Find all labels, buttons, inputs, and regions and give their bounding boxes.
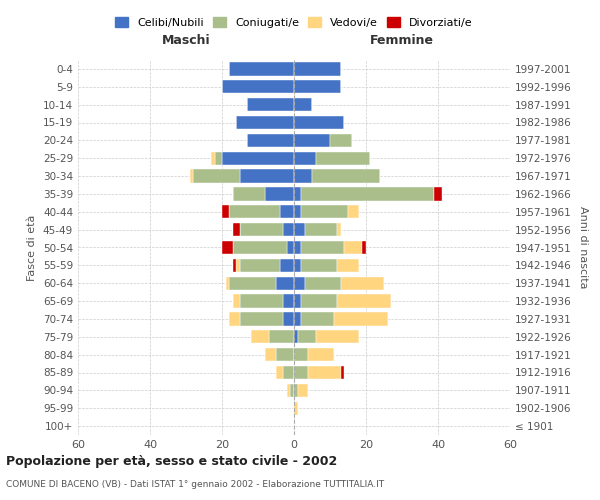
Bar (240, 170, 294, 183)
Bar (233, 258, 236, 272)
Bar (280, 258, 294, 272)
Bar (362, 241, 366, 254)
Bar (211, 152, 215, 165)
Bar (290, 384, 294, 397)
Bar (294, 152, 316, 165)
Bar (334, 312, 388, 326)
Bar (294, 62, 341, 76)
Bar (294, 276, 305, 290)
Bar (294, 116, 344, 129)
Bar (236, 258, 240, 272)
Bar (240, 312, 283, 326)
Bar (294, 402, 298, 415)
Bar (294, 366, 308, 379)
Bar (240, 258, 280, 272)
Bar (298, 330, 316, 344)
Text: Popolazione per età, sesso e stato civile - 2002: Popolazione per età, sesso e stato civil… (6, 455, 337, 468)
Bar (301, 241, 344, 254)
Bar (301, 294, 337, 308)
Bar (269, 330, 294, 344)
Bar (193, 170, 240, 183)
Bar (301, 312, 334, 326)
Bar (222, 241, 233, 254)
Bar (287, 241, 294, 254)
Text: Maschi: Maschi (161, 34, 211, 48)
Bar (280, 205, 294, 218)
Bar (337, 294, 391, 308)
Y-axis label: Anni di nascita: Anni di nascita (578, 206, 588, 289)
Bar (276, 276, 294, 290)
Bar (233, 294, 240, 308)
Bar (305, 276, 341, 290)
Bar (294, 384, 298, 397)
Bar (308, 348, 334, 362)
Bar (294, 294, 301, 308)
Bar (341, 276, 384, 290)
Bar (229, 312, 240, 326)
Bar (240, 223, 283, 236)
Bar (247, 134, 294, 147)
Bar (283, 294, 294, 308)
Bar (316, 330, 359, 344)
Bar (265, 187, 294, 200)
Bar (308, 366, 341, 379)
Text: Femmine: Femmine (370, 34, 434, 48)
Bar (330, 134, 352, 147)
Bar (294, 187, 301, 200)
Bar (215, 152, 222, 165)
Bar (226, 276, 229, 290)
Bar (294, 170, 312, 183)
Bar (294, 223, 305, 236)
Bar (283, 223, 294, 236)
Bar (233, 187, 265, 200)
Y-axis label: Fasce di età: Fasce di età (28, 214, 37, 280)
Bar (229, 62, 294, 76)
Bar (229, 276, 276, 290)
Bar (222, 80, 294, 94)
Bar (294, 205, 301, 218)
Text: COMUNE DI BACENO (VB) - Dati ISTAT 1° gennaio 2002 - Elaborazione TUTTITALIA.IT: COMUNE DI BACENO (VB) - Dati ISTAT 1° ge… (6, 480, 384, 489)
Legend: Celibi/Nubili, Coniugati/e, Vedovi/e, Divorziati/e: Celibi/Nubili, Coniugati/e, Vedovi/e, Di… (115, 17, 473, 28)
Bar (312, 170, 380, 183)
Bar (298, 384, 308, 397)
Bar (283, 312, 294, 326)
Bar (276, 366, 283, 379)
Bar (337, 258, 359, 272)
Bar (301, 258, 337, 272)
Bar (294, 134, 330, 147)
Bar (305, 223, 337, 236)
Bar (294, 80, 341, 94)
Bar (301, 187, 434, 200)
Bar (301, 205, 348, 218)
Bar (265, 348, 276, 362)
Bar (222, 152, 294, 165)
Bar (233, 223, 240, 236)
Bar (434, 187, 442, 200)
Bar (316, 152, 370, 165)
Bar (294, 258, 301, 272)
Bar (294, 98, 312, 112)
Bar (337, 223, 341, 236)
Bar (251, 330, 269, 344)
Bar (247, 98, 294, 112)
Bar (294, 312, 301, 326)
Bar (222, 205, 229, 218)
Bar (283, 366, 294, 379)
Bar (348, 205, 359, 218)
Bar (294, 330, 298, 344)
Bar (236, 116, 294, 129)
Bar (341, 366, 344, 379)
Bar (276, 348, 294, 362)
Bar (233, 241, 287, 254)
Bar (344, 241, 362, 254)
Bar (294, 241, 301, 254)
Bar (287, 384, 290, 397)
Bar (229, 205, 280, 218)
Bar (294, 348, 308, 362)
Bar (190, 170, 193, 183)
Bar (240, 294, 283, 308)
